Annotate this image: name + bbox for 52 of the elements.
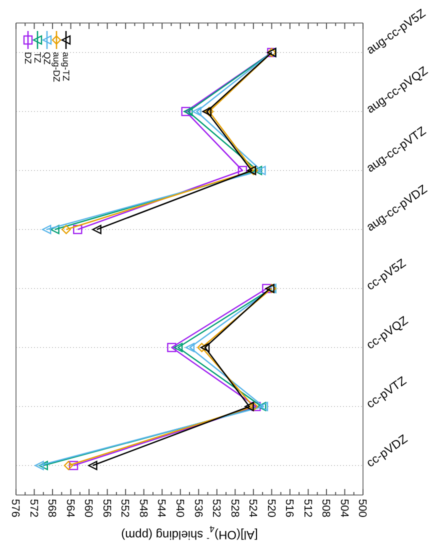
point [248, 402, 258, 412]
x-tick-label: 532 [210, 499, 222, 518]
point [50, 224, 60, 234]
point [185, 342, 195, 352]
point [92, 224, 102, 234]
x-tick-label: 572 [27, 499, 40, 518]
legend-label: DZ [22, 52, 33, 64]
point [181, 106, 190, 116]
point [38, 460, 48, 470]
legend-label: TZ [32, 52, 42, 64]
point [202, 106, 212, 116]
point [204, 106, 214, 116]
x-tick-label: 524 [246, 499, 259, 518]
point [64, 460, 74, 470]
x-tick-label: 548 [136, 499, 149, 518]
x-tick-label: 516 [283, 499, 296, 518]
point [88, 460, 98, 470]
x-tick-label: 512 [301, 499, 314, 518]
x-tick-label: 560 [82, 499, 94, 518]
x-tick-label: 576 [9, 499, 22, 518]
point [200, 342, 210, 352]
legend-label: aug-TZ [60, 52, 71, 82]
x-tick-label: 540 [174, 499, 186, 518]
point [258, 402, 268, 412]
legend-label: QZ [42, 52, 52, 65]
x-tick-label: 552 [118, 499, 131, 518]
point [173, 342, 183, 352]
point [42, 224, 52, 234]
x-tick-label: 544 [155, 499, 168, 518]
point [197, 342, 206, 352]
x-tick-label: 504 [338, 499, 350, 518]
x-tick-label: 564 [64, 499, 76, 518]
point [167, 342, 176, 352]
x-tick-label: 520 [264, 499, 277, 518]
point [252, 166, 262, 176]
point [68, 460, 78, 470]
point [252, 402, 261, 412]
legend-label: aug-DZ [51, 52, 62, 83]
point [184, 106, 193, 116]
x-tick-label: 500 [356, 499, 368, 518]
x-tick-label: 508 [320, 499, 332, 518]
point [62, 224, 71, 234]
x-tick-label: 536 [192, 499, 204, 518]
point [34, 460, 44, 470]
x-tick-label: 556 [100, 499, 112, 518]
x-tick-label: 568 [46, 499, 58, 518]
point [256, 166, 266, 176]
point [262, 284, 272, 294]
point [192, 106, 202, 116]
x-tick-label: 528 [228, 499, 240, 518]
point [244, 402, 254, 412]
point [73, 224, 82, 234]
